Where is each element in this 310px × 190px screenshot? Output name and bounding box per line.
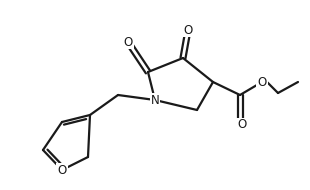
Text: O: O — [57, 164, 67, 177]
Text: N: N — [151, 93, 159, 107]
Text: O: O — [237, 119, 247, 131]
Text: O: O — [184, 24, 193, 36]
Text: O: O — [123, 36, 133, 48]
Text: O: O — [257, 75, 267, 89]
